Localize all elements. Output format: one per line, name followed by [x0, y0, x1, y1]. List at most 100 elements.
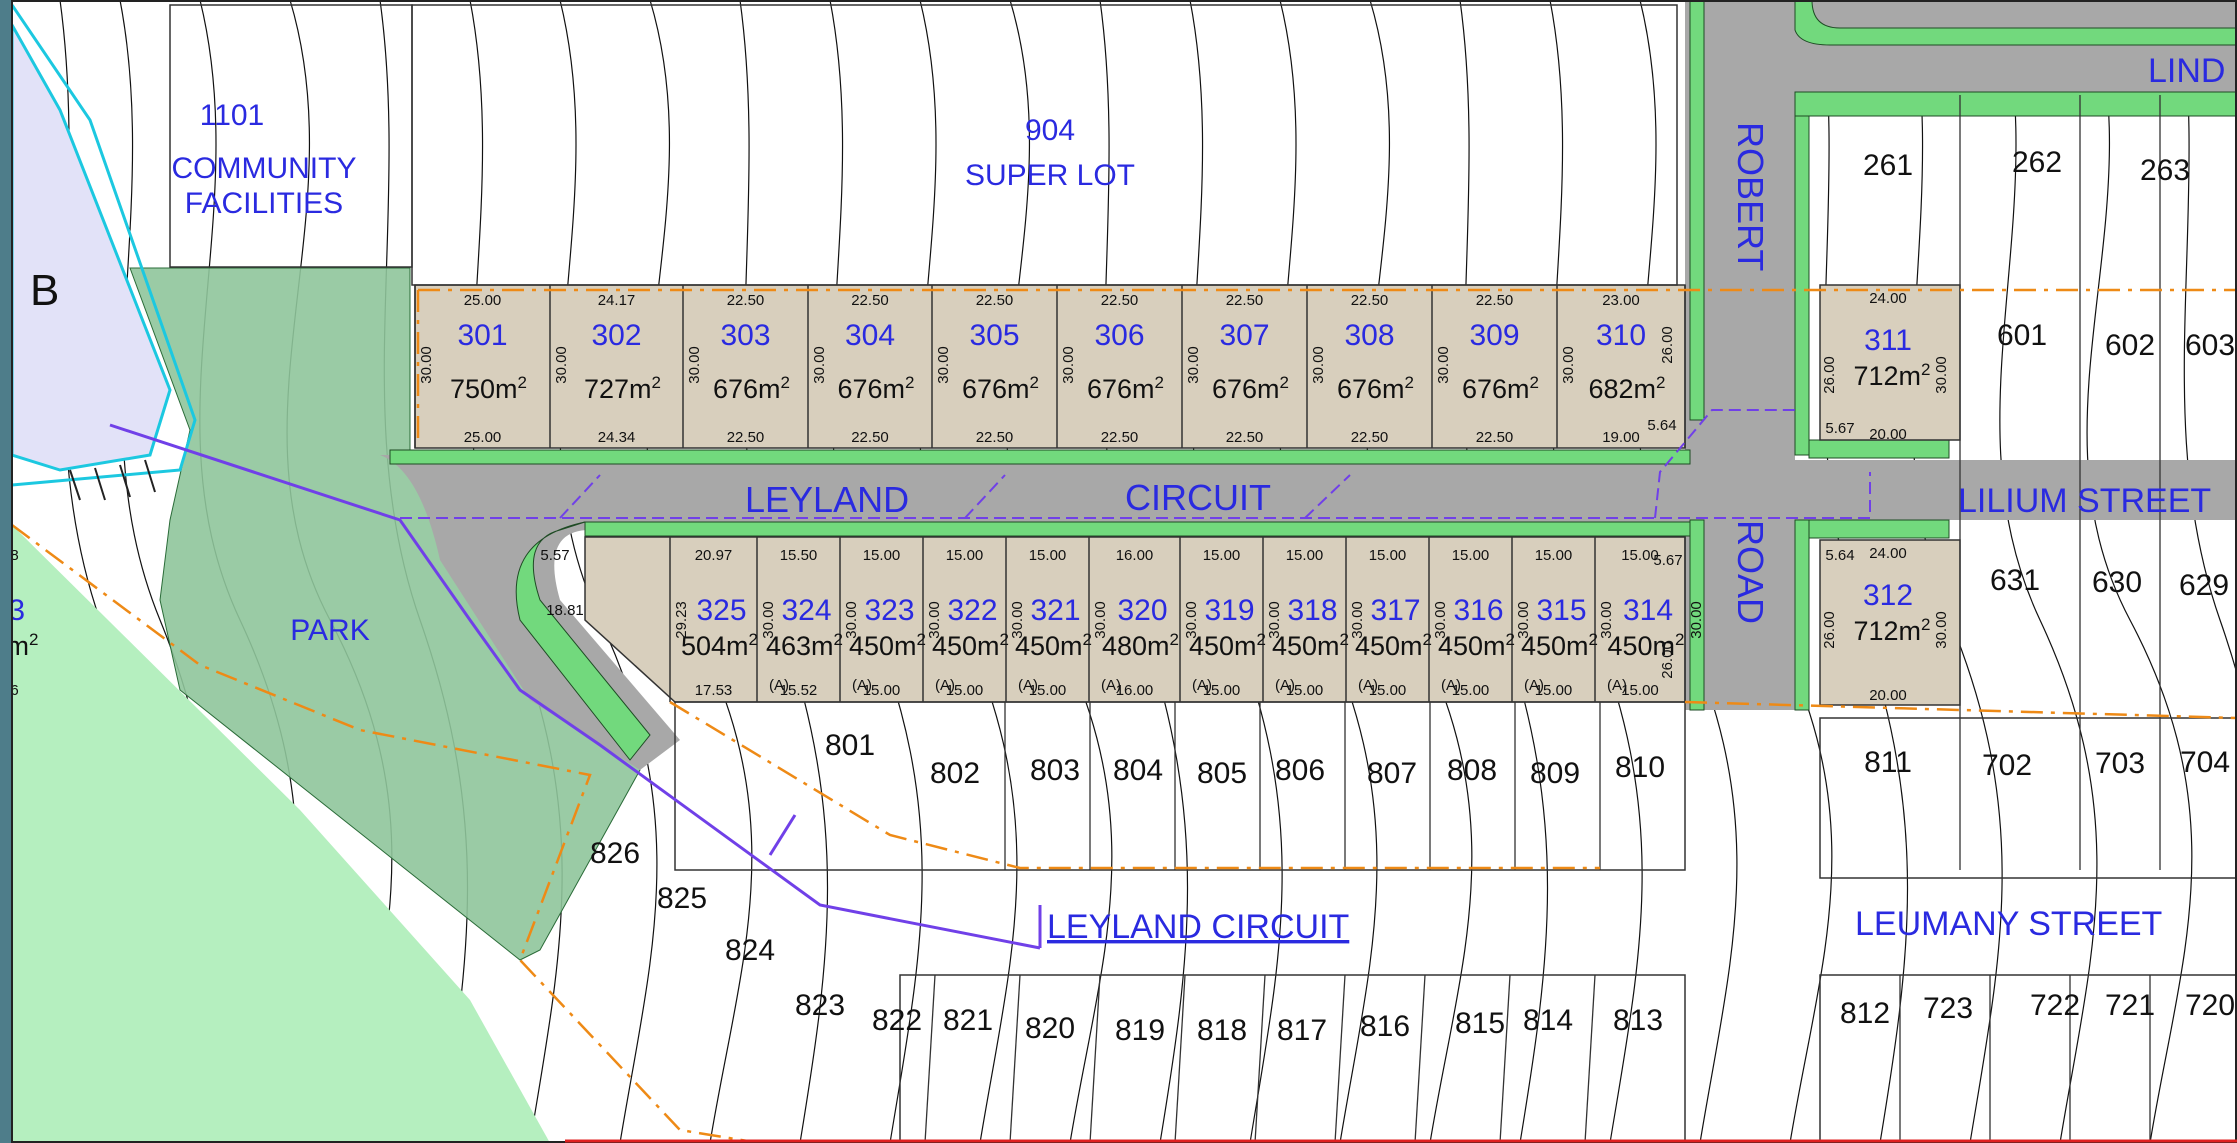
service-line — [1654, 409, 1800, 519]
lot-dimension: 30.00 — [686, 346, 703, 384]
lot-area: 676m2 — [1087, 373, 1164, 404]
service-line — [400, 472, 1871, 519]
lot-dimension: 15.00 — [863, 682, 901, 699]
lot-line — [1174, 974, 1186, 1143]
lot-dimension: 15.00 — [1369, 682, 1407, 699]
lot-area: 676m2 — [837, 373, 914, 404]
lot-line — [1499, 974, 1511, 1143]
lot-dimension: 22.50 — [1476, 429, 1514, 446]
lot-area: 450m2 — [1438, 630, 1515, 661]
lot-dimension: 30.00 — [1266, 601, 1283, 639]
lot-area: 450m2 — [1189, 630, 1266, 661]
lot-line — [1089, 974, 1101, 1143]
lot-area: 750m2 — [450, 373, 527, 404]
lot-number-black: 261 — [1863, 149, 1913, 182]
lot-number-black: 809 — [1530, 757, 1580, 790]
lot-area: 682m2 — [1588, 373, 1665, 404]
lot-number: 324 — [781, 594, 831, 627]
lot-number-black: 721 — [2105, 989, 2155, 1022]
lot-number-black: 819 — [1115, 1014, 1165, 1047]
superlot-number: 904 — [1025, 114, 1075, 147]
lot-dimension: 25.00 — [464, 429, 502, 446]
lot-dimension: 24.00 — [1869, 545, 1907, 562]
road-label: ROAD — [1730, 520, 1771, 624]
lot-number-black: 805 — [1197, 757, 1247, 790]
lot-area: 450m2 — [1272, 630, 1349, 661]
lot-dimension: 30.00 — [1432, 601, 1449, 639]
lot-block — [899, 974, 1686, 1143]
lot-area: 450m2 — [1607, 630, 1684, 661]
east-lot-band — [1819, 284, 1961, 441]
service-line — [964, 474, 1006, 519]
lot-dimension: 22.50 — [851, 429, 889, 446]
lot-dimension: 15.00 — [1621, 547, 1659, 564]
lot-number-black: 824 — [725, 934, 775, 967]
lot-dimension: 30.00 — [843, 601, 860, 639]
lot-number: 309 — [1469, 319, 1519, 352]
lot-number-black: 822 — [872, 1004, 922, 1037]
lot-dimension: (A) — [769, 677, 789, 694]
leyland-circuit-road — [380, 455, 1710, 770]
lot-number-black: 808 — [1447, 754, 1497, 787]
lot-dimension: 15.52 — [780, 682, 818, 699]
community-area — [169, 4, 413, 268]
lot-number-black: 722 — [2030, 989, 2080, 1022]
lot-dimension: 16.66 — [0, 682, 19, 699]
park-area — [129, 267, 641, 961]
lot-number: 305 — [969, 319, 1019, 352]
lot-number-black: 262 — [2012, 146, 2062, 179]
lot-dimension: 5.67 — [1825, 420, 1854, 437]
lot-number-black: 810 — [1615, 751, 1665, 784]
lot-dimension: 15.00 — [1029, 682, 1067, 699]
lot-number: 315 — [1536, 594, 1586, 627]
lot-dimension: 30.00 — [1560, 346, 1577, 384]
lot-dimension: 22.50 — [1351, 292, 1389, 309]
lot-dimension: 22.50 — [1226, 292, 1264, 309]
lot-number-black: 263 — [2140, 154, 2190, 187]
park-label: PARK — [290, 614, 369, 647]
community-number: 1101 — [200, 99, 265, 132]
verge — [1808, 519, 1950, 539]
lot-number: 318 — [1287, 594, 1337, 627]
lot-dimension: (A) — [935, 677, 955, 694]
basin-hatch — [119, 464, 131, 498]
lot-dimension: 15.00 — [1452, 547, 1490, 564]
lot-dimension: 30.00 — [418, 346, 435, 384]
lot-number: 322 — [947, 594, 997, 627]
lot-number-black: 812 — [1840, 997, 1890, 1030]
lot-number-black: 702 — [1982, 749, 2032, 782]
lot-area: 676m2 — [1212, 373, 1289, 404]
lot-dimension: 30.00 — [1515, 601, 1532, 639]
verge — [1794, 91, 2237, 117]
lot-dimension: 12.48 — [0, 547, 19, 564]
lind-road-strip — [1795, 0, 2237, 100]
lot-dimension: 20.00 — [1869, 687, 1907, 704]
lot-dimension: 30.00 — [926, 601, 943, 639]
lot-dimension: 30.00 — [1060, 346, 1077, 384]
lot-dimension: 22.50 — [727, 292, 765, 309]
lot-block — [1819, 974, 2237, 1143]
superlot-name: SUPER LOT — [965, 159, 1135, 192]
lot-dimension: 22.50 — [976, 292, 1014, 309]
lot-number: 301 — [457, 319, 507, 352]
lot-dimension: 5.67 — [1653, 552, 1682, 569]
lot-number-black: 603 — [2185, 329, 2235, 362]
lot-dimension: 24.34 — [598, 429, 636, 446]
lot-number-black: 601 — [1997, 319, 2047, 352]
leyland-circuit-label: LEYLAND CIRCUIT — [1047, 908, 1349, 946]
lot-dimension: 22.50 — [1476, 292, 1514, 309]
lot-dimension: 15.00 — [1452, 682, 1490, 699]
lot-number-black: 807 — [1367, 757, 1417, 790]
lot-number: 312 — [1863, 579, 1913, 612]
lot-dimension: (A) — [1607, 677, 1627, 694]
lot-area: 712m2 — [1853, 615, 1930, 646]
lot-labels: 301 750m2 25.00 25.00 30.00 302 727m2 24.17 24.3… — [0, 290, 1950, 704]
lot-area: 676m2 — [962, 373, 1039, 404]
frame-left — [0, 0, 12, 1143]
stage-boundary — [669, 700, 1600, 870]
basin-hatch — [144, 459, 156, 493]
lot-dimension: (A) — [1358, 677, 1378, 694]
lot-dimension: 30.00 — [1598, 601, 1615, 639]
lot-dimension: 26.00 — [1821, 356, 1838, 394]
